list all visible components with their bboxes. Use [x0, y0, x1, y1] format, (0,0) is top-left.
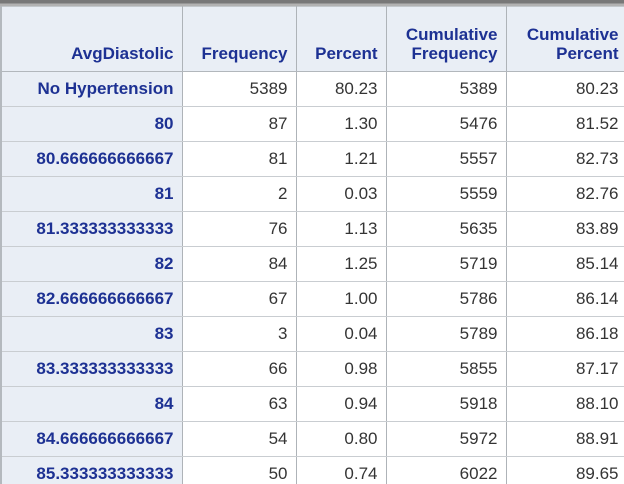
cell-cumulative-percent: 83.89 — [506, 211, 624, 247]
cell-frequency: 54 — [182, 421, 297, 457]
row-label: No Hypertension — [1, 71, 183, 107]
cell-cumulative-percent: 86.14 — [506, 281, 624, 317]
cell-cumulative-percent: 81.52 — [506, 106, 624, 142]
cell-frequency: 63 — [182, 386, 297, 422]
cell-cumulative-frequency: 5918 — [386, 386, 507, 422]
cell-cumulative-percent: 87.17 — [506, 351, 624, 387]
cell-cumulative-frequency: 5559 — [386, 176, 507, 212]
cell-percent: 0.03 — [296, 176, 387, 212]
cell-cumulative-frequency: 5855 — [386, 351, 507, 387]
row-label: 83 — [1, 316, 183, 352]
cell-cumulative-frequency: 5972 — [386, 421, 507, 457]
column-header-cumulative-percent: Cumulative Percent — [506, 6, 624, 72]
cell-cumulative-frequency: 5635 — [386, 211, 507, 247]
cell-cumulative-percent: 80.23 — [506, 71, 624, 107]
cell-frequency: 2 — [182, 176, 297, 212]
header-line-1: Cumulative — [405, 25, 498, 44]
cell-cumulative-percent: 82.76 — [506, 176, 624, 212]
cell-percent: 1.00 — [296, 281, 387, 317]
cell-cumulative-frequency: 5786 — [386, 281, 507, 317]
row-label: 80 — [1, 106, 183, 142]
row-label: 81 — [1, 176, 183, 212]
cell-frequency: 87 — [182, 106, 297, 142]
cell-percent: 0.80 — [296, 421, 387, 457]
row-label: 82 — [1, 246, 183, 282]
cell-percent: 80.23 — [296, 71, 387, 107]
cell-cumulative-frequency: 5789 — [386, 316, 507, 352]
table-row: 85.333333333333 50 0.74 6022 89.65 — [1, 456, 624, 484]
table-row: 80 87 1.30 5476 81.52 — [1, 106, 624, 142]
cell-percent: 0.74 — [296, 456, 387, 484]
column-header-percent: Percent — [296, 6, 387, 72]
cell-percent: 0.94 — [296, 386, 387, 422]
row-label: 84 — [1, 386, 183, 422]
cell-percent: 1.13 — [296, 211, 387, 247]
row-label: 81.333333333333 — [1, 211, 183, 247]
cell-frequency: 50 — [182, 456, 297, 484]
cell-frequency: 81 — [182, 141, 297, 177]
cell-cumulative-percent: 85.14 — [506, 246, 624, 282]
row-label: 80.666666666667 — [1, 141, 183, 177]
cell-frequency: 3 — [182, 316, 297, 352]
column-header-cumulative-frequency: Cumulative Frequency — [386, 6, 507, 72]
cell-cumulative-frequency: 5389 — [386, 71, 507, 107]
cell-cumulative-frequency: 5557 — [386, 141, 507, 177]
cell-percent: 1.21 — [296, 141, 387, 177]
row-label: 85.333333333333 — [1, 456, 183, 484]
table-row: 80.666666666667 81 1.21 5557 82.73 — [1, 141, 624, 177]
cell-cumulative-frequency: 6022 — [386, 456, 507, 484]
column-header-avgdiastolic: AvgDiastolic — [1, 6, 183, 72]
cell-cumulative-percent: 89.65 — [506, 456, 624, 484]
table-row: 84 63 0.94 5918 88.10 — [1, 386, 624, 422]
table-row: 82 84 1.25 5719 85.14 — [1, 246, 624, 282]
pane-divider — [0, 0, 624, 6]
cell-cumulative-percent: 86.18 — [506, 316, 624, 352]
table-row: No Hypertension 5389 80.23 5389 80.23 — [1, 71, 624, 107]
frequency-table: AvgDiastolic Frequency Percent Cumulativ… — [0, 6, 624, 484]
table-body: No Hypertension 5389 80.23 5389 80.23 80… — [1, 71, 624, 484]
cell-frequency: 5389 — [182, 71, 297, 107]
cell-percent: 1.25 — [296, 246, 387, 282]
table-row: 82.666666666667 67 1.00 5786 86.14 — [1, 281, 624, 317]
table-header-row: AvgDiastolic Frequency Percent Cumulativ… — [1, 6, 624, 72]
header-line-1: Cumulative — [526, 25, 619, 44]
cell-cumulative-frequency: 5719 — [386, 246, 507, 282]
header-line-2: Percent — [556, 44, 619, 63]
row-label: 82.666666666667 — [1, 281, 183, 317]
cell-frequency: 76 — [182, 211, 297, 247]
cell-frequency: 84 — [182, 246, 297, 282]
table-row: 84.666666666667 54 0.80 5972 88.91 — [1, 421, 624, 457]
table-row: 81.333333333333 76 1.13 5635 83.89 — [1, 211, 624, 247]
cell-cumulative-frequency: 5476 — [386, 106, 507, 142]
table-row: 83.333333333333 66 0.98 5855 87.17 — [1, 351, 624, 387]
row-label: 83.333333333333 — [1, 351, 183, 387]
cell-frequency: 67 — [182, 281, 297, 317]
column-header-frequency: Frequency — [182, 6, 297, 72]
table-row: 83 3 0.04 5789 86.18 — [1, 316, 624, 352]
cell-frequency: 66 — [182, 351, 297, 387]
header-line-2: Frequency — [411, 44, 498, 63]
cell-cumulative-percent: 82.73 — [506, 141, 624, 177]
table-row: 81 2 0.03 5559 82.76 — [1, 176, 624, 212]
cell-cumulative-percent: 88.91 — [506, 421, 624, 457]
cell-cumulative-percent: 88.10 — [506, 386, 624, 422]
row-label: 84.666666666667 — [1, 421, 183, 457]
cell-percent: 0.98 — [296, 351, 387, 387]
cell-percent: 1.30 — [296, 106, 387, 142]
cell-percent: 0.04 — [296, 316, 387, 352]
